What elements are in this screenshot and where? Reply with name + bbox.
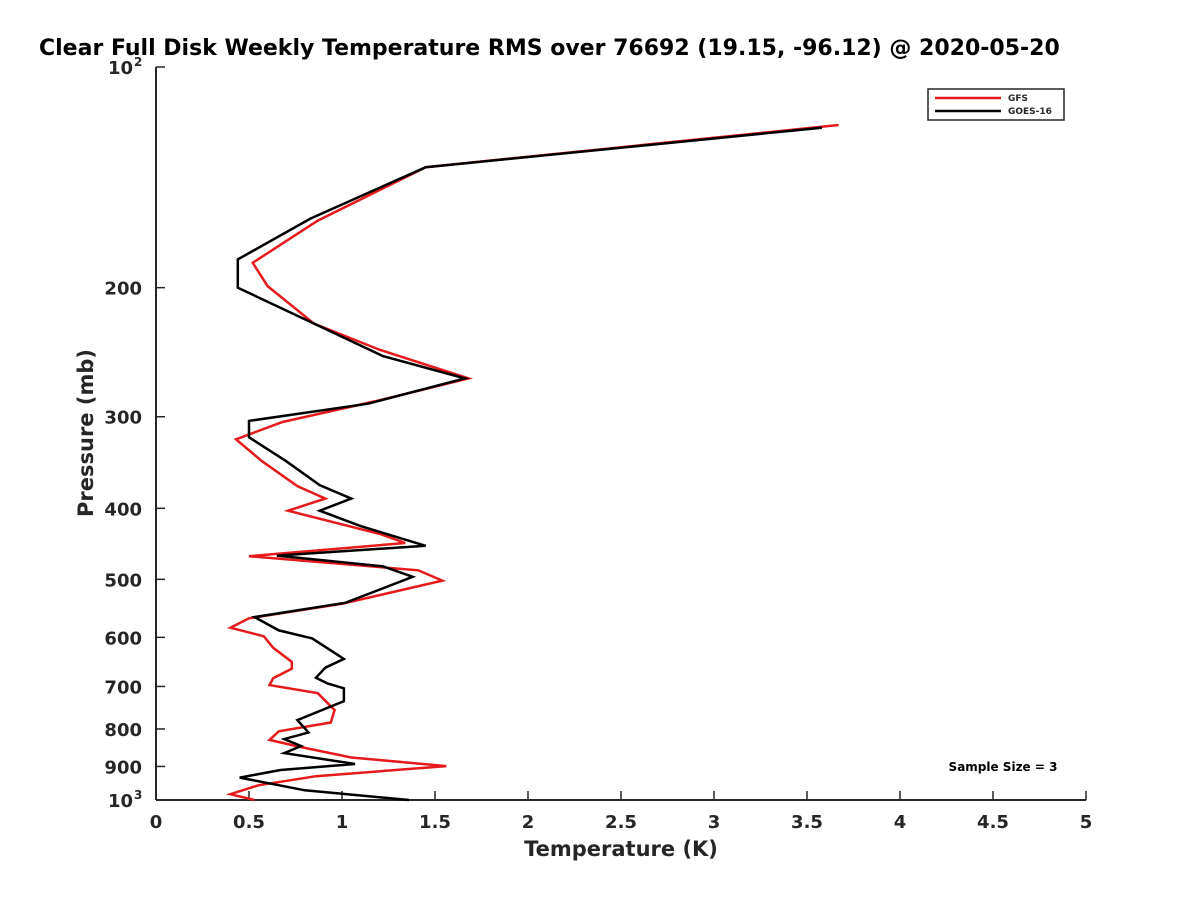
legend-box — [927, 88, 1065, 121]
y-tick-label: 500 — [104, 570, 142, 591]
x-tick-label: 2.5 — [605, 812, 637, 833]
sample-size-annotation: Sample Size = 3 — [949, 760, 1058, 774]
legend: GFS GOES-16 — [927, 88, 1065, 121]
y-tick-label: 10 3 — [108, 788, 142, 812]
y-tick-label: 300 — [104, 408, 142, 429]
x-tick-label: 4.5 — [977, 812, 1009, 833]
y-tick-label: 200 — [104, 279, 142, 300]
y-tick-label: 900 — [104, 757, 142, 778]
y-tick-label: 600 — [104, 628, 142, 649]
x-tick-label: 3 — [708, 812, 721, 833]
x-tick-label: 0.5 — [233, 812, 265, 833]
x-tick-label: 4 — [894, 812, 907, 833]
y-tick-label: 700 — [104, 677, 142, 698]
chart-title: Clear Full Disk Weekly Temperature RMS o… — [39, 36, 1060, 61]
legend-label: GOES-16 — [1008, 107, 1052, 117]
x-tick-label: 1.5 — [419, 812, 451, 833]
y-tick-label: 400 — [104, 499, 142, 520]
y-tick-label: 10 2 — [108, 55, 142, 79]
x-tick-label: 2 — [522, 812, 535, 833]
x-tick-label: 1 — [336, 812, 349, 833]
y-tick-label-exponent: 3 — [134, 788, 142, 802]
y-tick-label-base: 10 — [108, 791, 133, 812]
y-tick-label-exponent: 2 — [134, 55, 142, 69]
series-line-gfs — [225, 123, 839, 802]
plot-area: 0 0.5 1 1.5 2 2.5 3 3.5 4 4.5 5 10 2200300400500600… — [104, 55, 1092, 833]
legend-label: GFS — [1008, 94, 1028, 104]
x-axis-label: Temperature (K) — [524, 837, 718, 861]
x-axis-ticks: 0 0.5 1 1.5 2 2.5 3 3.5 4 4.5 5 — [150, 791, 1093, 833]
series-line-goes-16 — [236, 126, 823, 802]
y-axis-label: Pressure (mb) — [74, 349, 98, 517]
y-tick-label: 800 — [104, 720, 142, 741]
series-layer — [225, 123, 839, 802]
y-tick-label-base: 10 — [108, 58, 133, 79]
x-tick-label: 0 — [150, 812, 163, 833]
x-tick-label: 3.5 — [791, 812, 823, 833]
x-tick-label: 5 — [1080, 812, 1093, 833]
